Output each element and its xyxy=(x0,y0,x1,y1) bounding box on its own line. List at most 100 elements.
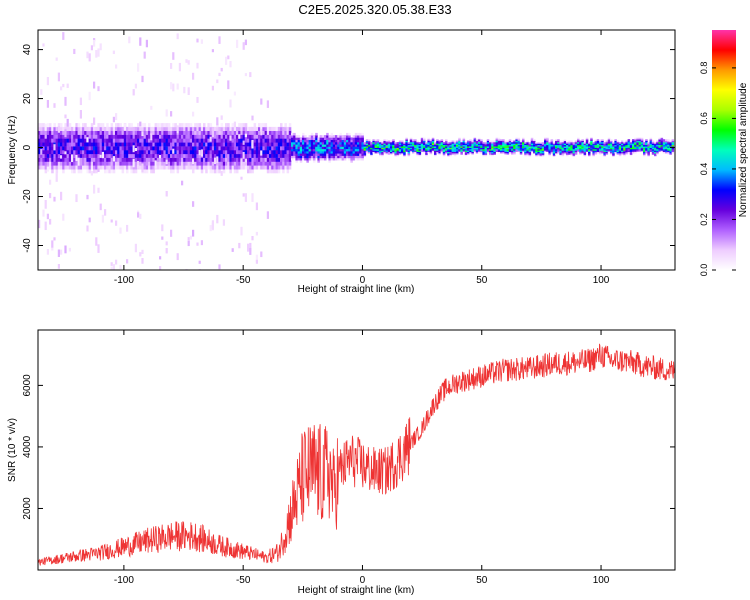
spectrogram-cell xyxy=(328,148,331,152)
spectrogram-cell xyxy=(269,130,272,135)
spectrogram-cell xyxy=(205,142,208,147)
spectrogram-cell xyxy=(93,126,96,131)
spectrogram-cell xyxy=(376,150,380,152)
spectrogram-cell xyxy=(559,146,562,148)
spectrogram-cell xyxy=(209,153,213,158)
spectrogram-cell xyxy=(491,142,494,144)
spectrogram-cell xyxy=(196,130,199,135)
spectrogram-cell xyxy=(291,151,294,154)
spectrogram-cell xyxy=(258,130,261,135)
spectrogram-cell xyxy=(174,157,177,162)
spectrogram-cell xyxy=(552,146,556,148)
spectrogram-cell xyxy=(77,142,81,147)
spectrogram-cell xyxy=(286,161,290,166)
spectrogram-cell xyxy=(493,146,496,148)
spectrogram-cell xyxy=(599,146,602,148)
spectrogram-cell xyxy=(625,147,628,150)
spectrogram-cell xyxy=(222,138,226,143)
spectrogram-cell xyxy=(497,144,501,147)
spectrogram-cell xyxy=(469,144,472,147)
spectrogram-cell xyxy=(86,153,89,158)
spectrogram-cell xyxy=(132,126,136,131)
spectrogram-cell xyxy=(255,165,259,170)
spectrogram-cell xyxy=(49,134,52,139)
spectrogram-cell xyxy=(339,132,342,136)
spectrogram-cell xyxy=(667,151,670,154)
spectrogram-cell xyxy=(500,149,503,151)
spectrogram-cell xyxy=(500,146,503,148)
spectrogram-cell xyxy=(106,123,109,128)
spectrogram-cell xyxy=(561,146,565,148)
spectrogram-cell xyxy=(365,146,369,148)
spectrogram-cell xyxy=(548,150,551,152)
spectrogram-cell xyxy=(469,139,472,141)
spectrogram-cell xyxy=(238,165,241,170)
spectrogram-noise-cell xyxy=(165,159,168,165)
spectrogram-cell xyxy=(341,139,345,143)
spectrogram-cell xyxy=(645,140,648,143)
spectrogram-cell xyxy=(236,146,239,151)
spectrogram-cell xyxy=(174,130,177,135)
spectrogram-cell xyxy=(517,142,521,144)
spectrogram-cell xyxy=(53,138,56,143)
spectrogram-cell xyxy=(97,157,100,162)
spectrogram-cell xyxy=(110,134,114,139)
spectrogram-cell xyxy=(49,138,52,143)
spectrogram-cell xyxy=(337,142,340,145)
spectrogram-cell xyxy=(288,142,292,147)
spectrogram-cell xyxy=(242,165,246,170)
spectrogram-cell xyxy=(431,140,435,143)
spectrogram-cell xyxy=(247,169,250,174)
spectrogram-cell xyxy=(493,153,496,155)
spectrogram-cell xyxy=(159,146,162,151)
spectrogram-cell xyxy=(605,142,609,144)
spectrogram-cell xyxy=(112,142,116,147)
spectrogram-cell xyxy=(625,146,628,148)
spectrogram-cell xyxy=(185,126,188,131)
spectrogram-cell xyxy=(172,138,175,143)
spectrogram-cell xyxy=(165,165,169,170)
spectrogram-cell xyxy=(566,153,569,155)
spectrogram-cell xyxy=(200,157,204,162)
spectrogram-cell xyxy=(236,142,239,147)
spectrogram-cell xyxy=(623,142,626,144)
spectrogram-cell xyxy=(577,143,580,146)
spectrogram-cell xyxy=(370,153,373,155)
spectrogram-cell xyxy=(143,153,147,158)
spectrogram-cell xyxy=(354,142,358,145)
spectrogram-cell xyxy=(174,134,177,139)
spectrogram-cell xyxy=(621,140,624,143)
spectrogram-cell xyxy=(211,150,215,155)
spectrogram-cell xyxy=(55,146,59,151)
spectrogram-cell xyxy=(203,142,206,147)
spectrogram-cell xyxy=(592,147,595,150)
spectrogram-cell xyxy=(491,151,494,154)
spectrogram-cell xyxy=(449,147,452,150)
spectrogram-cell xyxy=(416,150,419,152)
spectrogram-cell xyxy=(108,126,111,131)
spectrogram-cell xyxy=(456,144,459,147)
spectrogram-cell xyxy=(299,155,303,159)
spectrogram-cell xyxy=(51,146,54,151)
spectrogram-cell xyxy=(537,143,540,146)
spectrogram-cell xyxy=(557,140,560,143)
spectrogram-cell xyxy=(511,147,514,150)
spectrogram-cell xyxy=(75,126,78,131)
spectrogram-cell xyxy=(321,148,325,152)
spectrogram-cell xyxy=(645,147,648,150)
spectrogram-cell xyxy=(440,142,444,144)
spectrogram-cell xyxy=(638,147,642,150)
spectrogram-cell xyxy=(491,147,494,150)
spectrogram-noise-cell xyxy=(145,39,148,48)
spectrogram-cell xyxy=(282,126,285,131)
spectrogram-cell xyxy=(495,144,499,147)
spectrogram-cell xyxy=(209,142,213,147)
spectrogram-noise-cell xyxy=(176,253,179,261)
spectrogram-cell xyxy=(222,126,226,131)
spectrogram-cell xyxy=(308,137,312,140)
spectrogram-cell xyxy=(640,146,644,148)
spectrogram-noise-cell xyxy=(165,109,168,117)
spectrogram-cell xyxy=(77,169,81,174)
spectrogram-cell xyxy=(108,134,111,139)
spectrogram-cell xyxy=(632,146,635,148)
